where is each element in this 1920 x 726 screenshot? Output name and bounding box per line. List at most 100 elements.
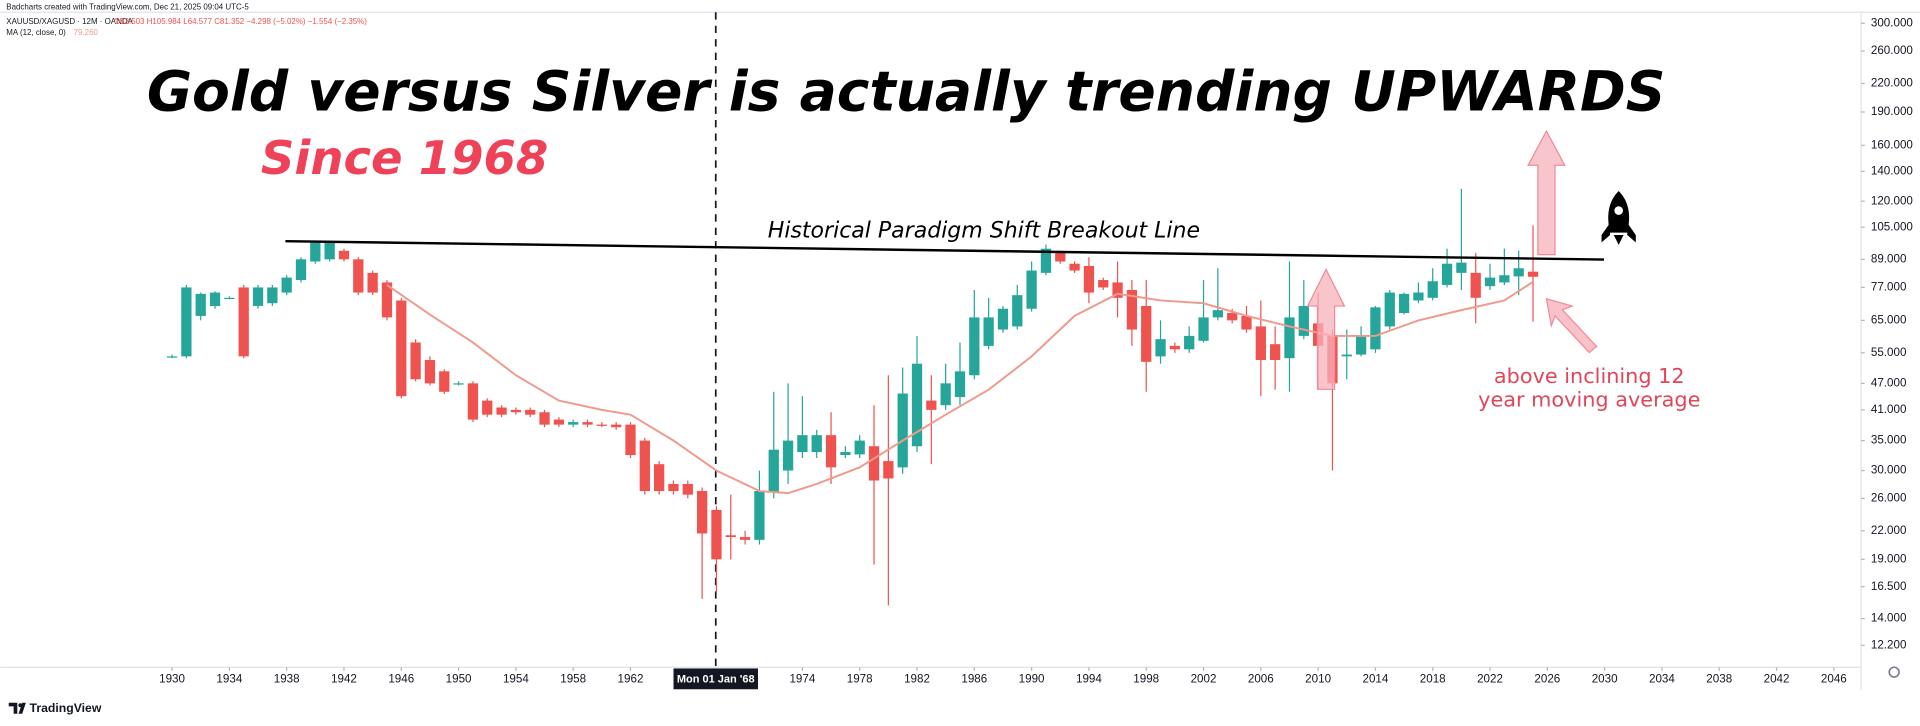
y-tick-label: 77.000 bbox=[1871, 281, 1907, 294]
y-tick-label: 35.000 bbox=[1871, 434, 1907, 447]
candle-body bbox=[553, 419, 565, 425]
symbol-text: XAUUSD/XAGUSD · 12M · OANDA bbox=[6, 17, 133, 26]
indicator-text: MA (12, close, 0) bbox=[6, 28, 66, 37]
candle-body bbox=[467, 383, 479, 420]
x-tick-label: 1942 bbox=[331, 673, 357, 686]
candle-body bbox=[1355, 335, 1367, 355]
candle-body bbox=[181, 287, 192, 357]
candle-body bbox=[410, 342, 421, 380]
moving-average-line bbox=[386, 281, 1534, 495]
x-tick-label: 2006 bbox=[1248, 673, 1274, 686]
y-tick-label: 16.500 bbox=[1871, 580, 1907, 593]
candle-body bbox=[1370, 307, 1381, 350]
candle-body bbox=[682, 483, 693, 495]
x-tick-label: 1982 bbox=[904, 673, 930, 686]
x-tick-label: 1938 bbox=[274, 673, 300, 686]
candle-body bbox=[840, 452, 851, 456]
candle-body bbox=[1456, 262, 1467, 273]
candle-body bbox=[782, 440, 794, 471]
x-tick-label: 2026 bbox=[1534, 673, 1560, 686]
candle-body bbox=[596, 424, 607, 426]
candle-body bbox=[625, 424, 636, 456]
candle-body bbox=[754, 491, 765, 540]
candle-body bbox=[568, 422, 579, 425]
trendline-label: Historical Paradigm Shift Breakout Line bbox=[768, 218, 1200, 243]
credit-text: Badcharts created with TradingView.com, … bbox=[6, 2, 249, 11]
brand-text: TradingView bbox=[30, 701, 102, 715]
annotation: above inclining 12 bbox=[1494, 364, 1685, 388]
candle-body bbox=[1112, 282, 1123, 298]
candle-body bbox=[983, 317, 994, 346]
texts: Badcharts created with TradingView.com, … bbox=[6, 2, 1700, 715]
breakout-trendline bbox=[285, 239, 1604, 261]
candle-body bbox=[926, 400, 937, 410]
chart-subtitle: Since 1968 bbox=[261, 131, 548, 185]
candle-body bbox=[224, 297, 235, 300]
candle-body bbox=[367, 272, 378, 293]
y-tick-label: 65.000 bbox=[1871, 313, 1907, 326]
candle-body bbox=[1026, 270, 1037, 309]
candle-body bbox=[1198, 317, 1209, 341]
x-tick-label: 1930 bbox=[159, 673, 185, 686]
candle-body bbox=[868, 446, 880, 481]
candle-body bbox=[1513, 268, 1524, 277]
x-tick-label: 1990 bbox=[1019, 673, 1045, 686]
candle-body bbox=[1398, 293, 1410, 314]
x-tick-label: 2038 bbox=[1706, 673, 1732, 686]
candle-body bbox=[997, 308, 1009, 330]
candle-body bbox=[1499, 275, 1510, 283]
x-tick-label: 2010 bbox=[1305, 673, 1331, 686]
candle-body bbox=[1155, 339, 1166, 357]
candle-body bbox=[166, 356, 178, 358]
candle-body bbox=[969, 317, 980, 376]
candle-body bbox=[1527, 271, 1539, 277]
candle-body bbox=[940, 383, 951, 406]
x-tick-label: 1974 bbox=[789, 673, 815, 686]
candle-body bbox=[1427, 281, 1438, 298]
candle-body bbox=[739, 537, 751, 540]
candle-body bbox=[310, 242, 321, 262]
axes: 300.000 260.000 220.000 190.000 160.000 140.0… bbox=[159, 16, 1913, 685]
y-tick-label: 89.000 bbox=[1871, 252, 1907, 265]
x-tick-label: 2002 bbox=[1191, 673, 1217, 686]
y-tick-label: 47.000 bbox=[1871, 376, 1907, 389]
indicator-value: 79.260 bbox=[74, 28, 99, 37]
candle-body bbox=[338, 250, 350, 260]
candle-body bbox=[1270, 344, 1281, 361]
candle-body bbox=[1341, 354, 1352, 357]
x-tick-label: 1978 bbox=[847, 673, 873, 686]
candle-body bbox=[911, 363, 923, 447]
drawings bbox=[8, 129, 1900, 714]
x-tick-label: 2014 bbox=[1362, 673, 1388, 686]
candle-body bbox=[897, 393, 908, 468]
settings-icon[interactable] bbox=[1888, 666, 1900, 678]
x-tick-label: 1986 bbox=[961, 673, 987, 686]
candle-body bbox=[611, 424, 622, 428]
y-tick-label: 30.000 bbox=[1871, 464, 1907, 477]
x-tick-label: 2034 bbox=[1649, 673, 1675, 686]
candle-body bbox=[954, 371, 966, 398]
candle-body bbox=[353, 259, 364, 293]
candle-body bbox=[482, 400, 493, 415]
candle-body bbox=[654, 464, 665, 492]
tradingview-logo[interactable] bbox=[8, 702, 26, 714]
candle-body bbox=[252, 287, 264, 306]
up-arrow bbox=[1306, 267, 1346, 390]
candle-body bbox=[1212, 310, 1223, 318]
up-arrow bbox=[1527, 129, 1566, 256]
y-tick-label: 140.000 bbox=[1871, 164, 1914, 177]
crosshair-label-box bbox=[673, 668, 758, 690]
y-tick-label: 19.000 bbox=[1871, 552, 1907, 565]
candle-body bbox=[525, 409, 536, 415]
candle-body bbox=[1069, 263, 1080, 271]
candle-body bbox=[1098, 280, 1109, 288]
rocket-icon bbox=[1601, 190, 1636, 245]
y-tick-label: 160.000 bbox=[1871, 138, 1914, 151]
candle-body bbox=[1126, 289, 1138, 330]
x-tick-label: 2022 bbox=[1477, 673, 1503, 686]
candle-body bbox=[1184, 335, 1195, 350]
candle-body bbox=[1298, 305, 1309, 336]
x-tick-label: 1962 bbox=[618, 673, 644, 686]
candle-body bbox=[267, 287, 278, 304]
